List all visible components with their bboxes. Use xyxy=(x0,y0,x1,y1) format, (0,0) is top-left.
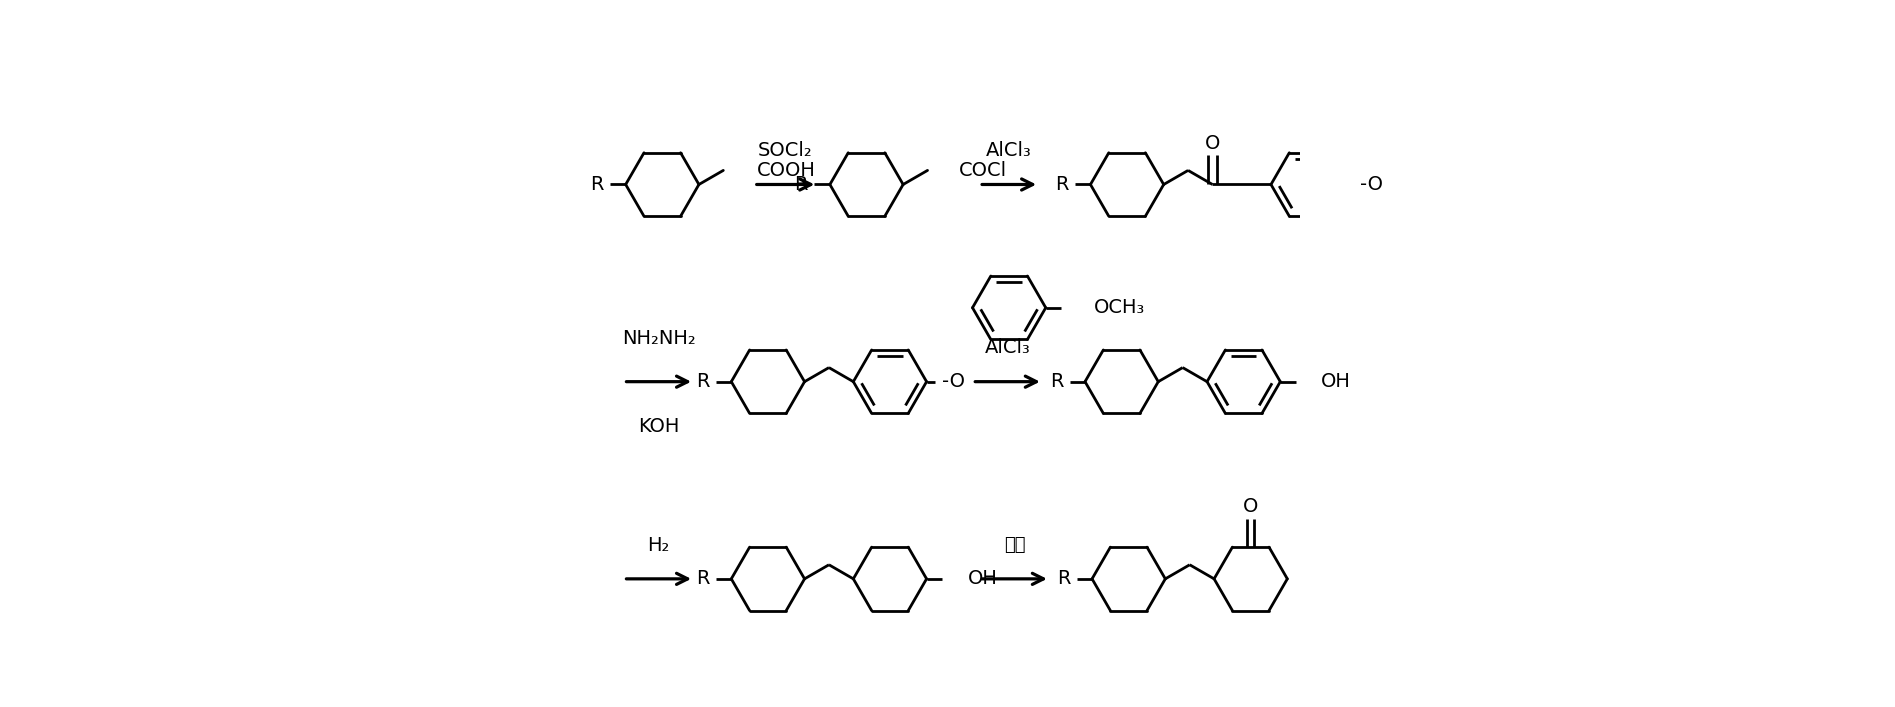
Text: AlCl₃: AlCl₃ xyxy=(985,141,1033,160)
Text: R: R xyxy=(1057,569,1071,588)
Text: R: R xyxy=(794,175,807,194)
Text: COCl: COCl xyxy=(959,161,1008,180)
Text: COOH: COOH xyxy=(758,161,817,180)
Text: OCH₃: OCH₃ xyxy=(1093,298,1145,317)
Text: -O: -O xyxy=(942,372,965,391)
Text: OH: OH xyxy=(1321,372,1351,391)
Text: R: R xyxy=(591,175,605,194)
Text: H₂: H₂ xyxy=(648,535,671,554)
Text: R: R xyxy=(1056,175,1069,194)
Text: KOH: KOH xyxy=(639,417,680,436)
Text: R: R xyxy=(1050,372,1063,391)
Text: O: O xyxy=(1243,497,1258,516)
Text: R: R xyxy=(695,569,709,588)
Text: -O: -O xyxy=(1361,175,1383,194)
Text: O: O xyxy=(1205,134,1220,153)
Text: NH₂NH₂: NH₂NH₂ xyxy=(622,329,695,348)
Text: AlCl₃: AlCl₃ xyxy=(985,339,1031,357)
Text: R: R xyxy=(695,372,709,391)
Text: 氧化: 氧化 xyxy=(1004,536,1025,554)
Text: SOCl₂: SOCl₂ xyxy=(758,141,813,160)
Text: OH: OH xyxy=(968,569,997,588)
